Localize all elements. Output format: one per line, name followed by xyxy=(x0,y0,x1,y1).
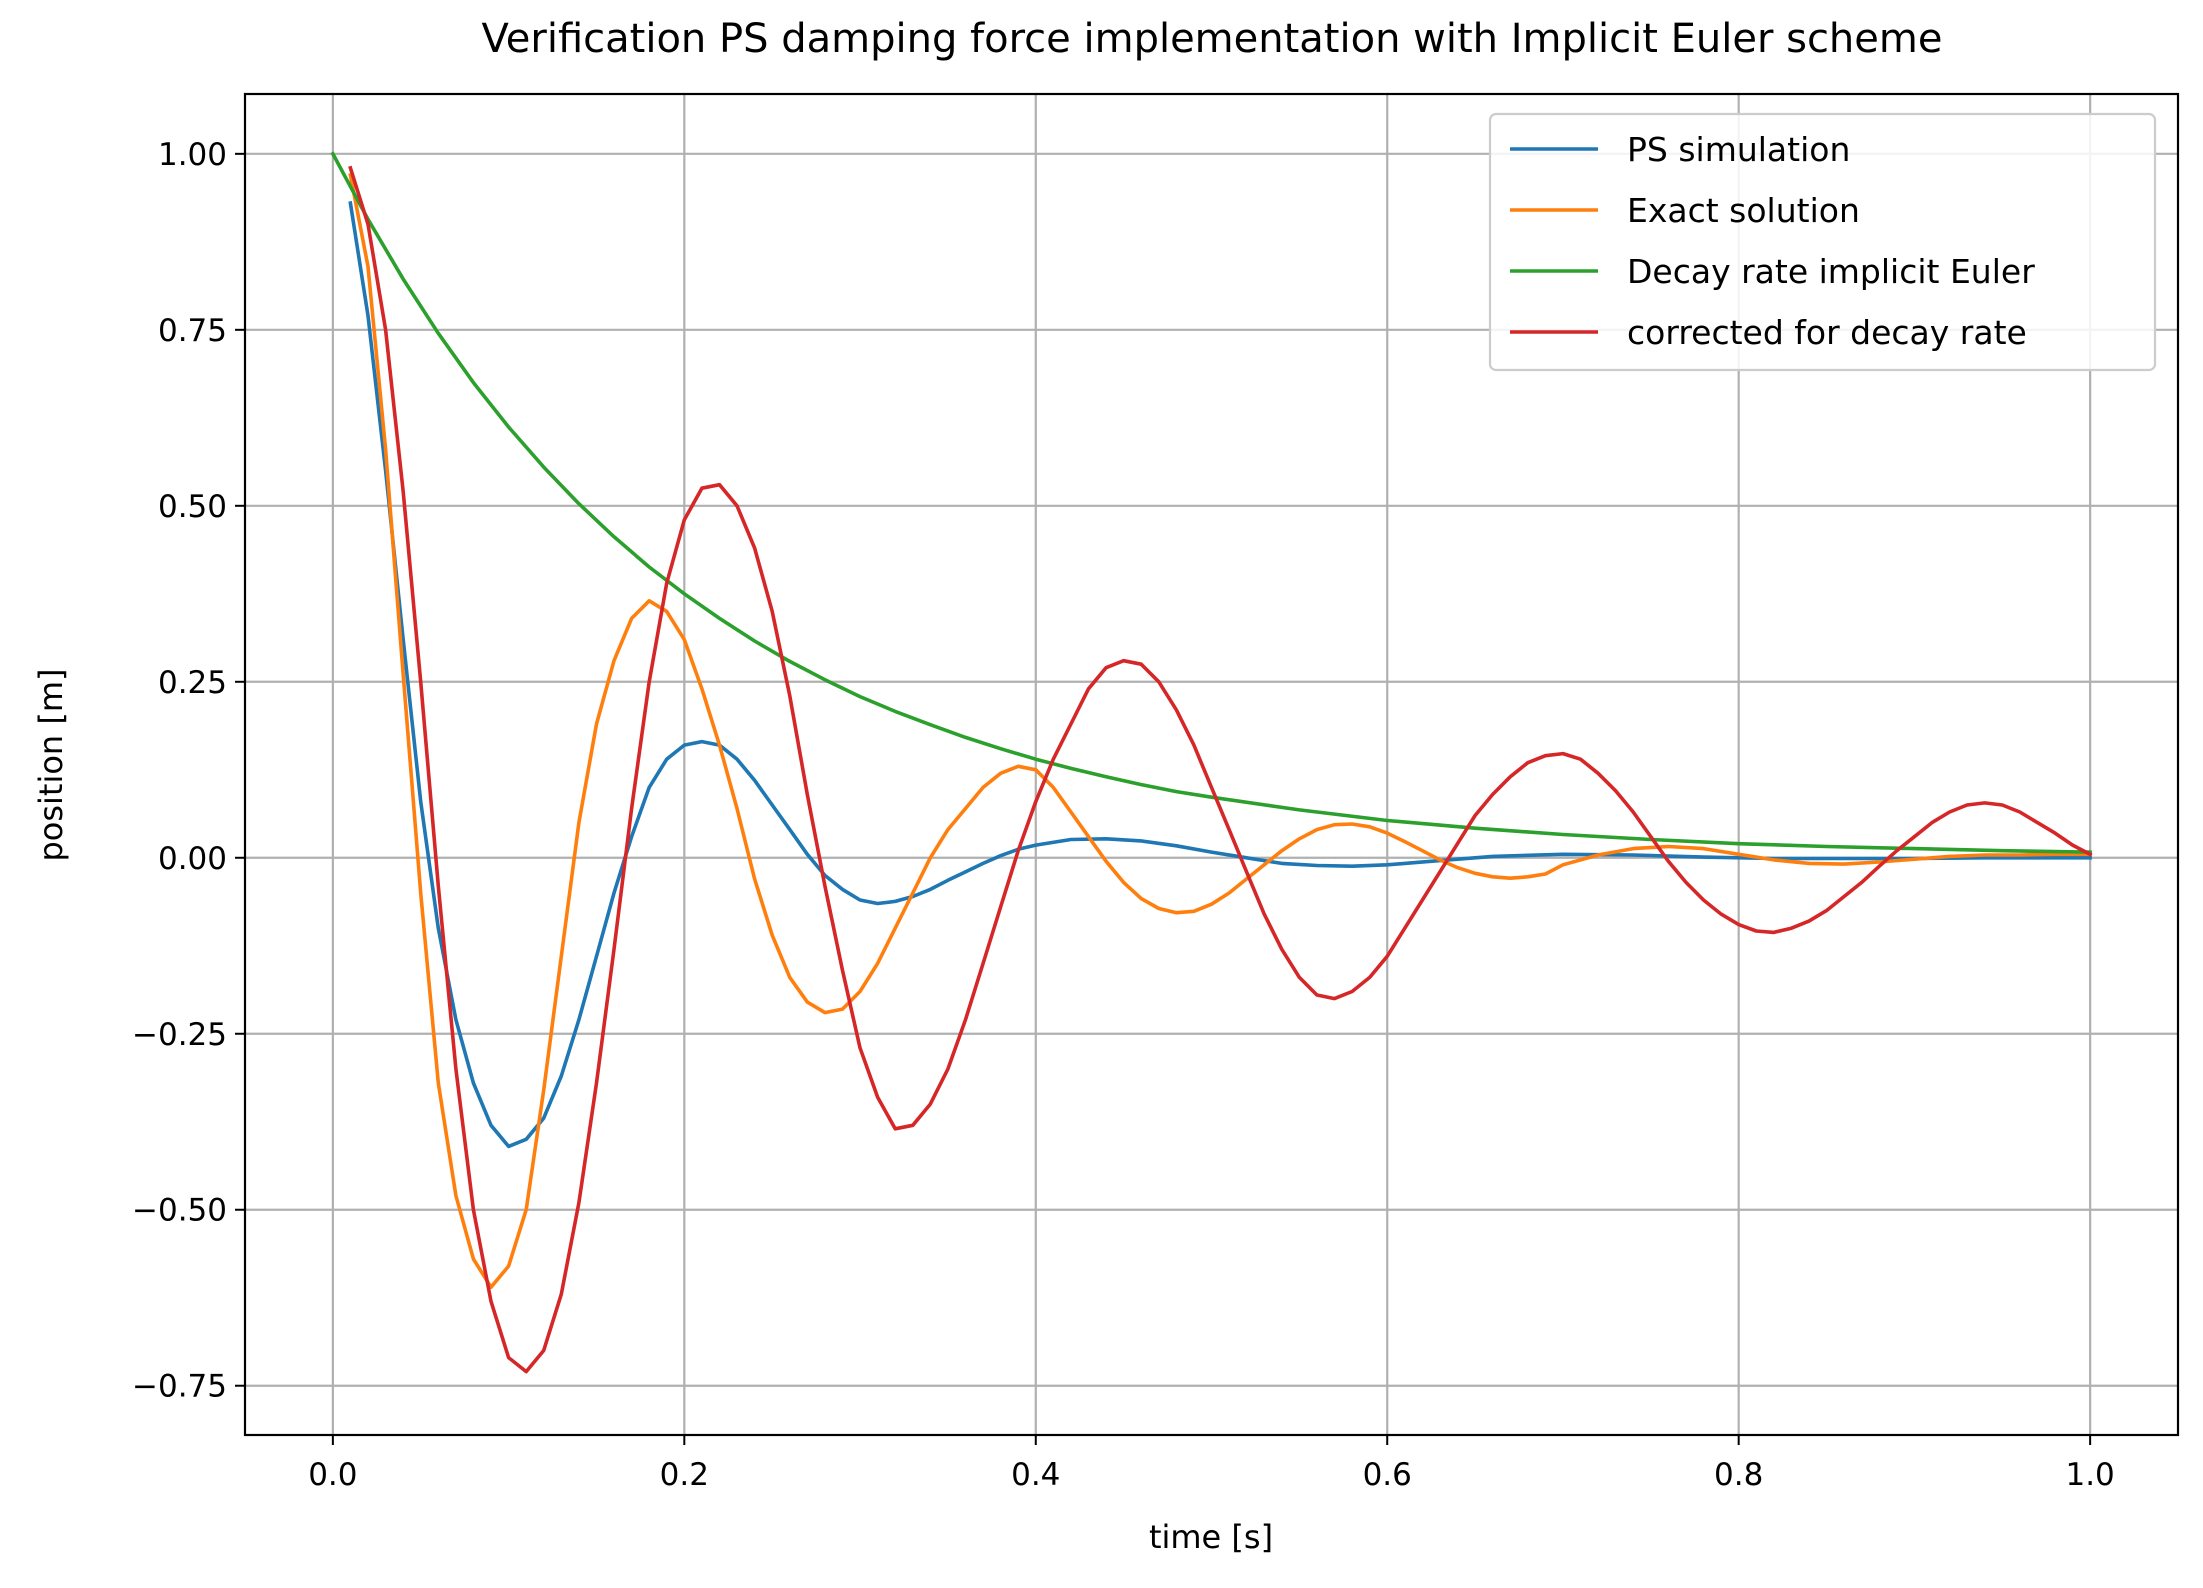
x-tick-label: 0.4 xyxy=(1011,1457,1060,1493)
series-line-4 xyxy=(348,165,2093,1374)
series-line-2 xyxy=(348,172,2092,1289)
x-tick-label: 0.2 xyxy=(660,1457,709,1493)
x-axis-title: time [s] xyxy=(1149,1518,1273,1556)
x-tick-label: 1.0 xyxy=(2065,1457,2114,1493)
y-tick-label: 0.75 xyxy=(158,313,227,349)
legend-label: PS simulation xyxy=(1627,130,1850,169)
y-tick-label: 1.00 xyxy=(158,137,227,173)
y-tick-label: 0.50 xyxy=(158,489,227,525)
y-tick-label: −0.75 xyxy=(132,1369,227,1405)
x-tick-label: 0.8 xyxy=(1714,1457,1763,1493)
x-tick-label: 0.6 xyxy=(1363,1457,1412,1493)
legend-label: Exact solution xyxy=(1627,191,1860,230)
legend-box xyxy=(1488,112,2157,372)
y-tick-label: −0.50 xyxy=(132,1193,227,1229)
plot-frame xyxy=(243,92,2180,1437)
y-tick-label: −0.25 xyxy=(132,1017,227,1053)
y-tick-label: 0.25 xyxy=(158,665,227,701)
plot-lines xyxy=(330,151,2093,1374)
chart-title: Verification PS damping force implementa… xyxy=(482,16,1943,62)
legend: PS simulation Exact solution Decay rate im… xyxy=(1488,112,2157,372)
axis-ticks: 0.0 0.2 0.4 0.6 0.8 1.0 1.00 0.75 0.50 0.25 0.00 −0… xyxy=(132,137,2115,1493)
legend-label: Decay rate implicit Euler xyxy=(1627,252,2035,291)
x-tick-label: 0.0 xyxy=(308,1457,357,1493)
y-tick-label: 0.00 xyxy=(158,841,227,877)
series-line-3 xyxy=(330,151,2092,854)
legend-label: corrected for decay rate xyxy=(1627,313,2027,352)
y-axis-title: position [m] xyxy=(32,668,70,861)
